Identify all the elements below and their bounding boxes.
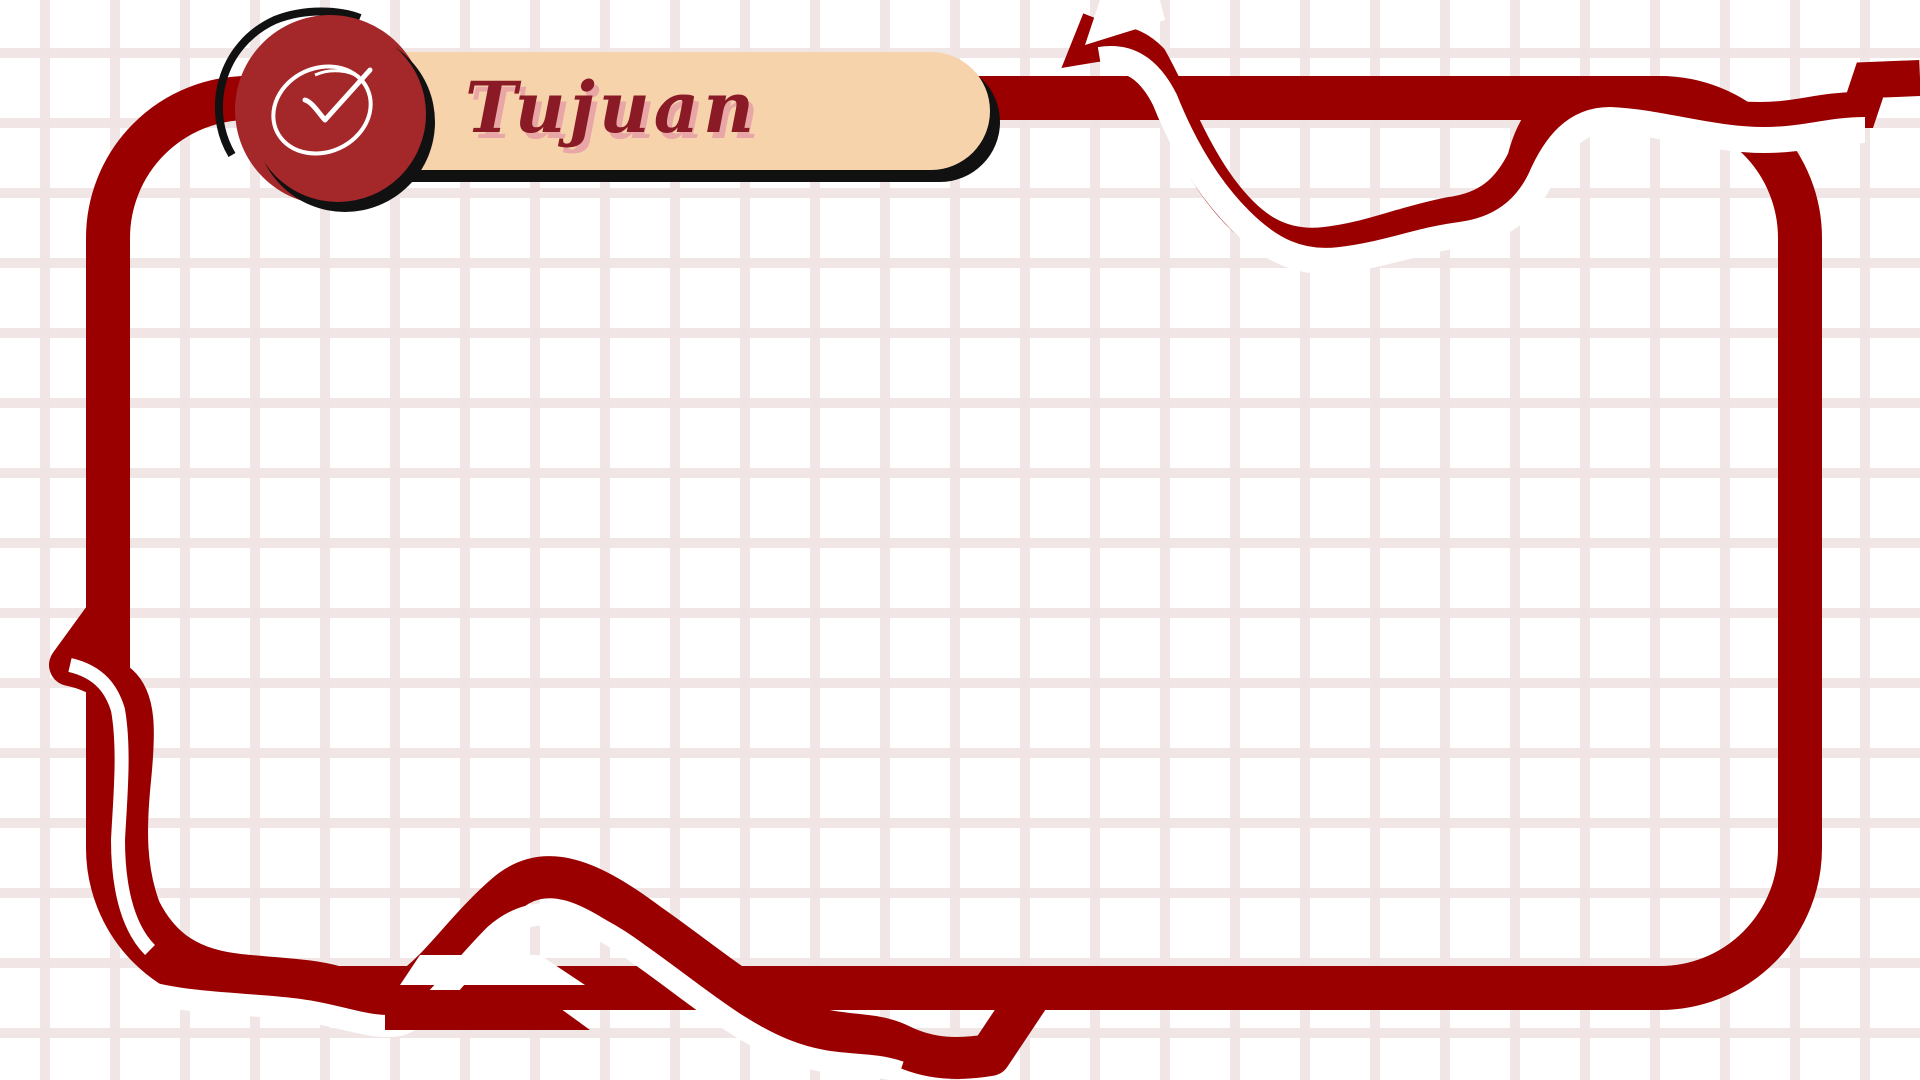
top-ribbon-wave xyxy=(1061,0,1920,274)
check-circle-icon xyxy=(215,7,435,212)
red-frame-border xyxy=(86,76,1822,1010)
header-pill xyxy=(335,52,1000,182)
page-title-shadow: Tujuan xyxy=(470,72,763,155)
bottom-ribbon-wave xyxy=(49,597,1048,1080)
page-title: Tujuan xyxy=(465,66,758,149)
